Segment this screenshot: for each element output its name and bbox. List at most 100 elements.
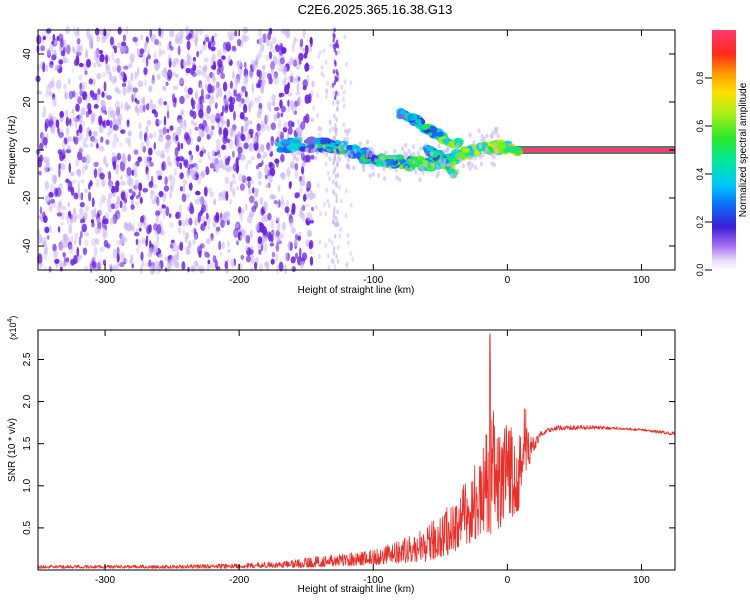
noise-blob (267, 212, 272, 221)
noise-blob (311, 118, 314, 122)
noise-blob (146, 119, 152, 126)
scatter-blob (419, 164, 423, 170)
noise-blob (109, 36, 114, 46)
noise-blob (92, 130, 98, 137)
scatter-blob (297, 131, 301, 137)
noise-blob (156, 214, 159, 224)
noise-blob (130, 199, 134, 206)
noise-blob (198, 109, 204, 119)
noise-blob (273, 200, 278, 205)
noise-blob (337, 91, 340, 97)
noise-blob (181, 193, 187, 203)
upper-track-blob (428, 126, 438, 133)
scatter-blob (310, 148, 314, 154)
noise-blob (275, 57, 280, 65)
spectrogram-y-axis-label: Frequency (Hz) (7, 116, 18, 185)
snr-x-ticks: -300 -200 -100 0 100 (95, 330, 650, 586)
noise-blob (151, 199, 156, 205)
noise-blob (77, 131, 83, 142)
noise-blob (85, 95, 90, 103)
scatter-blob (337, 145, 341, 151)
noise-blob (169, 174, 174, 181)
noise-blob (265, 54, 269, 62)
noise-blob (155, 248, 159, 253)
noise-blob (112, 248, 117, 259)
scatter-blob (478, 143, 482, 149)
noise-blob (264, 174, 268, 179)
noise-blob (333, 113, 336, 119)
noise-blob (240, 254, 245, 260)
noise-blob (177, 45, 181, 56)
noise-blob (240, 98, 245, 104)
noise-blob (146, 251, 153, 259)
noise-blob (269, 144, 273, 152)
noise-blob (145, 137, 149, 148)
upper-track-blob (431, 131, 438, 137)
noise-blob (265, 260, 269, 267)
noise-blob (105, 162, 109, 168)
noise-blob (65, 215, 71, 221)
snr-y-tick-label: 2.5 (22, 352, 33, 366)
noise-blob (205, 36, 210, 42)
upper-track-blob (416, 122, 423, 128)
noise-blob (149, 99, 153, 107)
noise-blob (109, 120, 113, 129)
noise-blob (232, 150, 235, 158)
noise-blob (221, 105, 225, 114)
noise-blob (263, 201, 268, 212)
noise-blob (178, 219, 182, 227)
noise-blob (71, 108, 75, 114)
noise-blob (156, 224, 162, 235)
noise-blob (220, 118, 224, 129)
noise-blob (308, 64, 314, 70)
main-track-blob (328, 142, 336, 149)
noise-blob (84, 232, 90, 237)
noise-blob (85, 154, 91, 165)
noise-blob (245, 180, 248, 186)
noise-blob (302, 79, 309, 88)
noise-blob (272, 48, 278, 54)
noise-blob (148, 247, 153, 256)
noise-blob (224, 176, 230, 185)
scatter-blob (346, 163, 350, 168)
noise-blob (231, 97, 236, 105)
noise-blob (235, 78, 241, 85)
colorbar-gradient (712, 30, 736, 270)
noise-blob (106, 132, 112, 137)
noise-blob (77, 96, 82, 104)
scatter-blob (418, 177, 422, 183)
noise-blob (278, 199, 281, 208)
noise-blob (70, 218, 74, 223)
snr-y-ticks: 0.5 1.0 1.5 2.0 2.5 (22, 352, 675, 535)
noise-blob (79, 82, 83, 90)
noise-blob (155, 210, 161, 217)
noise-blob (134, 179, 140, 187)
noise-blob (146, 156, 152, 162)
colorbar-tick-label: 0.8 (695, 72, 705, 85)
noise-blob (65, 116, 69, 127)
noise-blob (76, 51, 82, 57)
scatter-blob (367, 146, 371, 152)
scatter-blob (455, 146, 459, 152)
noise-blob (111, 151, 116, 159)
scatter-blob (450, 162, 454, 167)
noise-blob (154, 51, 157, 62)
noise-blob (98, 124, 104, 134)
noise-blob (94, 27, 100, 36)
noise-blob (89, 38, 94, 49)
noise-blob (199, 95, 205, 104)
noise-blob (108, 263, 113, 269)
noise-blob (60, 50, 66, 57)
noise-blob (167, 54, 171, 63)
noise-blob (238, 67, 243, 74)
noise-blob (114, 58, 119, 64)
noise-blob (122, 258, 128, 263)
noise-blob (96, 93, 101, 103)
noise-blob (203, 63, 208, 72)
noise-blob (90, 110, 96, 119)
noise-blob (343, 34, 347, 40)
noise-blob (333, 166, 337, 172)
noise-blob (133, 169, 138, 178)
noise-blob (297, 96, 302, 106)
scatter-blob (377, 173, 381, 178)
